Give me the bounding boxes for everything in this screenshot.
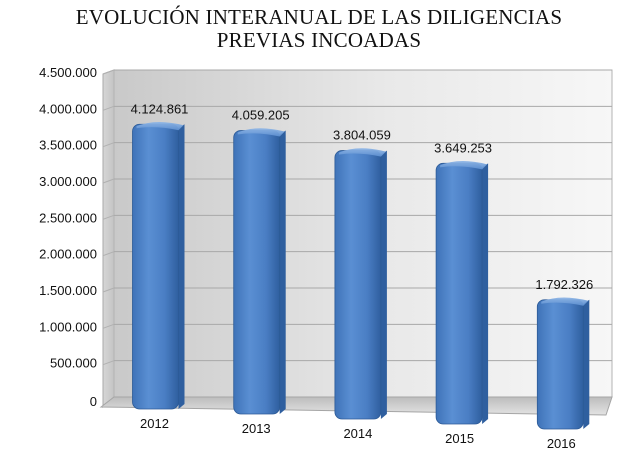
bar-2013 — [233, 128, 286, 415]
gridline-side — [102, 178, 115, 184]
y-tick-label: 4.000.000 — [39, 101, 97, 116]
gridline-side — [102, 360, 115, 366]
gridline-side — [102, 69, 115, 75]
bar-top — [237, 128, 285, 137]
data-label: 4.124.861 — [131, 101, 189, 116]
data-labels: 4.124.861 4.059.205 3.804.059 3.649.253 1.79… — [131, 101, 594, 291]
bar-front — [435, 162, 483, 425]
bar-2015 — [435, 161, 489, 425]
bar-side — [380, 150, 387, 419]
y-tick-label: 3.500.000 — [39, 138, 97, 153]
bar-2014 — [334, 148, 387, 420]
chart-title-line-2: PREVIAS INCOADAS — [216, 28, 422, 52]
bar-2016 — [536, 297, 590, 430]
y-axis-ticks: 0 500.000 1.000.000 1.500.000 2.000.000 2.500… — [39, 65, 97, 409]
bar-front — [233, 130, 281, 415]
bar-front — [536, 299, 584, 430]
x-tick-label: 2013 — [242, 421, 271, 436]
bar-top — [541, 297, 589, 306]
bars — [132, 121, 590, 430]
x-tick-label: 2016 — [547, 436, 576, 451]
data-label: 1.792.326 — [535, 277, 593, 292]
chart-title-line-1: EVOLUCIÓN INTERANUAL DE LAS DILIGENCIAS — [75, 5, 563, 29]
bar-top — [440, 161, 488, 170]
gridline-side — [102, 287, 115, 293]
x-tick-label: 2014 — [343, 426, 372, 441]
gridline-side — [102, 323, 115, 329]
bar-top — [338, 148, 386, 157]
y-tick-label: 4.500.000 — [39, 65, 97, 80]
y-tick-label: 1.500.000 — [39, 283, 97, 298]
data-label: 3.804.059 — [333, 128, 391, 143]
y-tick-label: 3.000.000 — [39, 174, 97, 189]
bar-2012 — [132, 121, 185, 410]
bar-top — [136, 121, 184, 131]
y-tick-label: 500.000 — [50, 356, 97, 371]
gridline-side — [102, 214, 115, 220]
gridline-side — [102, 105, 115, 111]
bar-side — [482, 163, 489, 424]
bar-front — [132, 123, 179, 410]
data-label: 4.059.205 — [232, 108, 290, 123]
bar-side — [178, 124, 185, 409]
bar-side — [279, 130, 286, 414]
plot-side-wall — [102, 69, 115, 409]
y-tick-label: 2.500.000 — [39, 210, 97, 225]
y-tick-label: 2.000.000 — [39, 247, 97, 262]
x-axis-ticks: 2012 2013 2014 2015 2016 — [140, 416, 576, 451]
chart-title: EVOLUCIÓN INTERANUAL DE LAS DILIGENCIAS … — [0, 6, 638, 52]
y-tick-label: 1.000.000 — [39, 319, 97, 334]
bar-front — [334, 150, 382, 420]
x-tick-label: 2012 — [140, 416, 169, 431]
bar-side — [583, 299, 590, 429]
y-tick-label: 0 — [90, 394, 97, 409]
x-tick-label: 2015 — [445, 431, 474, 446]
gridline-side — [102, 251, 115, 257]
gridline-side — [102, 142, 115, 148]
data-label: 3.649.253 — [434, 140, 492, 155]
